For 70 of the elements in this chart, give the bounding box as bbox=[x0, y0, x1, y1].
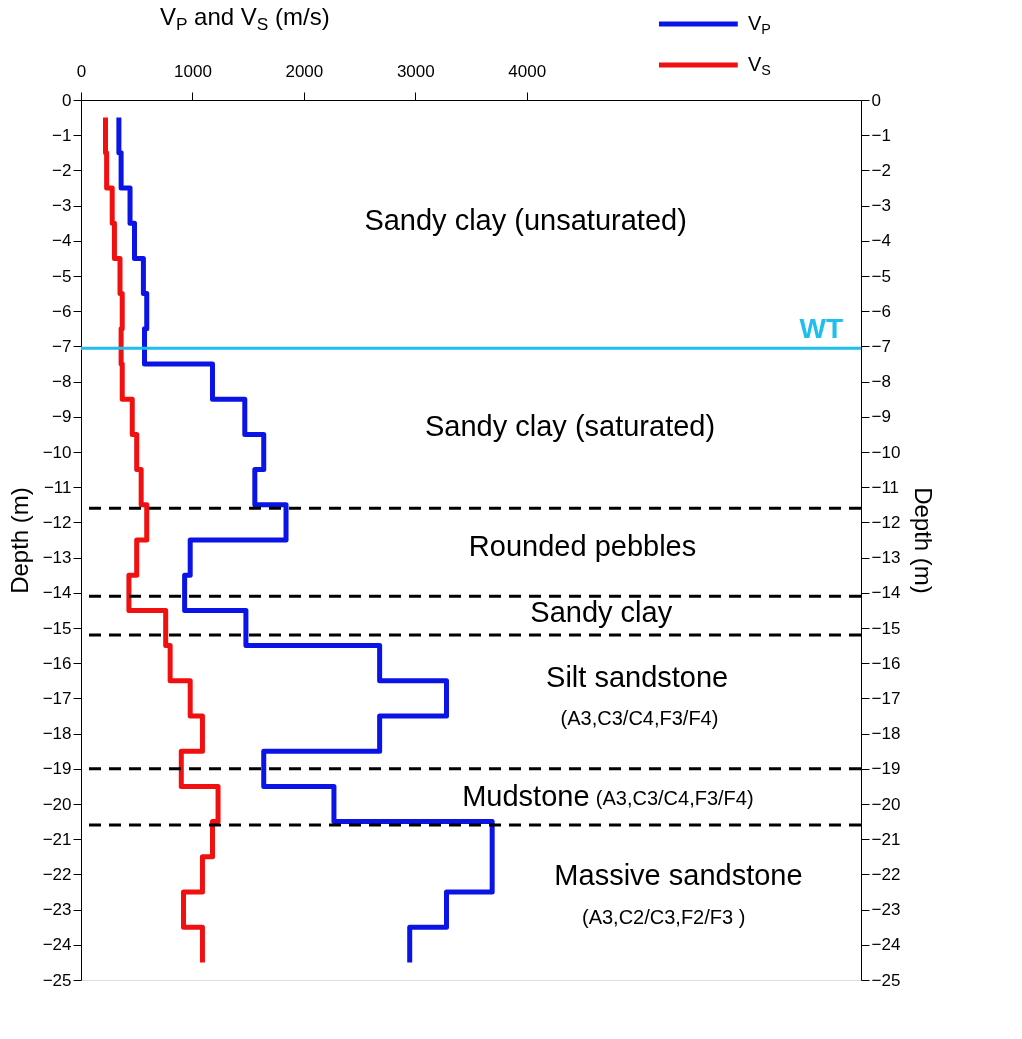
y-tick-label: −18 bbox=[42, 724, 72, 744]
y-tick-label: −3 bbox=[52, 196, 72, 216]
y2-tick-label: −17 bbox=[871, 688, 901, 708]
x-tick-label: 2000 bbox=[285, 61, 324, 81]
annotation: (A3,C3/C4,F3/F4) bbox=[560, 706, 719, 729]
y-axis-title: Depth (m) bbox=[5, 487, 33, 594]
ref-line-label: WT bbox=[799, 313, 843, 345]
y2-tick-label: −24 bbox=[871, 935, 901, 955]
y2-tick-label: −6 bbox=[871, 301, 891, 321]
annotation: Massive sandstone bbox=[554, 859, 803, 892]
annotation: Rounded pebbles bbox=[468, 530, 697, 563]
y-tick-label: −24 bbox=[42, 935, 72, 955]
y2-tick-label: −20 bbox=[871, 794, 901, 814]
y2-tick-label: −18 bbox=[871, 724, 901, 744]
y-tick-label: −21 bbox=[42, 829, 72, 849]
annotation: Silt sandstone bbox=[546, 661, 729, 694]
y-tick-label: −11 bbox=[43, 477, 72, 497]
annotation: Sandy clay (unsaturated) bbox=[364, 204, 687, 237]
y-tick-label: −17 bbox=[42, 688, 72, 708]
y2-tick-label: −5 bbox=[871, 266, 891, 286]
y-tick-label: 0 bbox=[62, 90, 72, 110]
y2-tick-label: −7 bbox=[871, 336, 891, 356]
y-tick-label: −1 bbox=[52, 125, 72, 145]
x-tick-label: 4000 bbox=[508, 61, 547, 81]
y2-tick-label: −10 bbox=[871, 442, 901, 462]
y2-tick-label: −25 bbox=[871, 970, 901, 990]
y2-tick-label: −1 bbox=[871, 125, 891, 145]
y-tick-label: −12 bbox=[42, 512, 72, 532]
y2-axis-title: Depth (m) bbox=[910, 487, 938, 594]
y2-tick-label: −15 bbox=[871, 618, 901, 638]
y2-tick-label: −23 bbox=[871, 900, 901, 920]
y-tick-label: −10 bbox=[42, 442, 72, 462]
y-tick-label: −5 bbox=[52, 266, 72, 286]
y-tick-label: −8 bbox=[52, 372, 72, 392]
y2-tick-label: −21 bbox=[871, 829, 901, 849]
annotation: Sandy clay bbox=[530, 596, 673, 629]
annotation: (A3,C2/C3,F2/F3 ) bbox=[581, 906, 746, 929]
y-tick-label: −2 bbox=[52, 160, 72, 180]
y-tick-label: −20 bbox=[42, 794, 72, 814]
y2-tick-label: −4 bbox=[871, 231, 891, 251]
y-tick-label: −23 bbox=[42, 900, 72, 920]
annotation: Sandy clay (saturated) bbox=[424, 410, 716, 443]
x-tick-label: 3000 bbox=[396, 61, 435, 81]
y-tick-label: −7 bbox=[52, 336, 72, 356]
annotation: (A3,C3/C4,F3/F4) bbox=[595, 786, 754, 809]
y-tick-label: −16 bbox=[42, 653, 72, 673]
y2-tick-label: −9 bbox=[871, 407, 891, 427]
y-tick-label: −25 bbox=[42, 970, 72, 990]
y2-tick-label: −8 bbox=[871, 372, 891, 392]
y2-tick-label: −2 bbox=[871, 160, 891, 180]
x-tick-label: 0 bbox=[76, 61, 87, 81]
y2-tick-label: −14 bbox=[871, 583, 901, 603]
annotation: Mudstone bbox=[462, 779, 590, 812]
y2-tick-label: −12 bbox=[871, 512, 901, 532]
y-tick-label: −4 bbox=[52, 231, 72, 251]
y2-tick-label: −16 bbox=[871, 653, 901, 673]
y-tick-label: −13 bbox=[42, 548, 72, 568]
y-tick-label: −14 bbox=[42, 583, 72, 603]
y2-tick-label: −3 bbox=[871, 196, 891, 216]
y-tick-label: −9 bbox=[52, 407, 72, 427]
y2-tick-label: −11 bbox=[871, 477, 900, 497]
y2-tick-label: −19 bbox=[871, 759, 901, 779]
y-tick-label: −15 bbox=[42, 618, 72, 638]
y2-tick-label: −13 bbox=[871, 548, 901, 568]
y-tick-label: −6 bbox=[52, 301, 72, 321]
y-tick-label: −19 bbox=[42, 759, 72, 779]
x-tick-label: 1000 bbox=[174, 61, 212, 81]
y2-tick-label: 0 bbox=[871, 90, 881, 110]
y2-tick-label: −22 bbox=[871, 864, 901, 884]
y-tick-label: −22 bbox=[42, 864, 72, 884]
